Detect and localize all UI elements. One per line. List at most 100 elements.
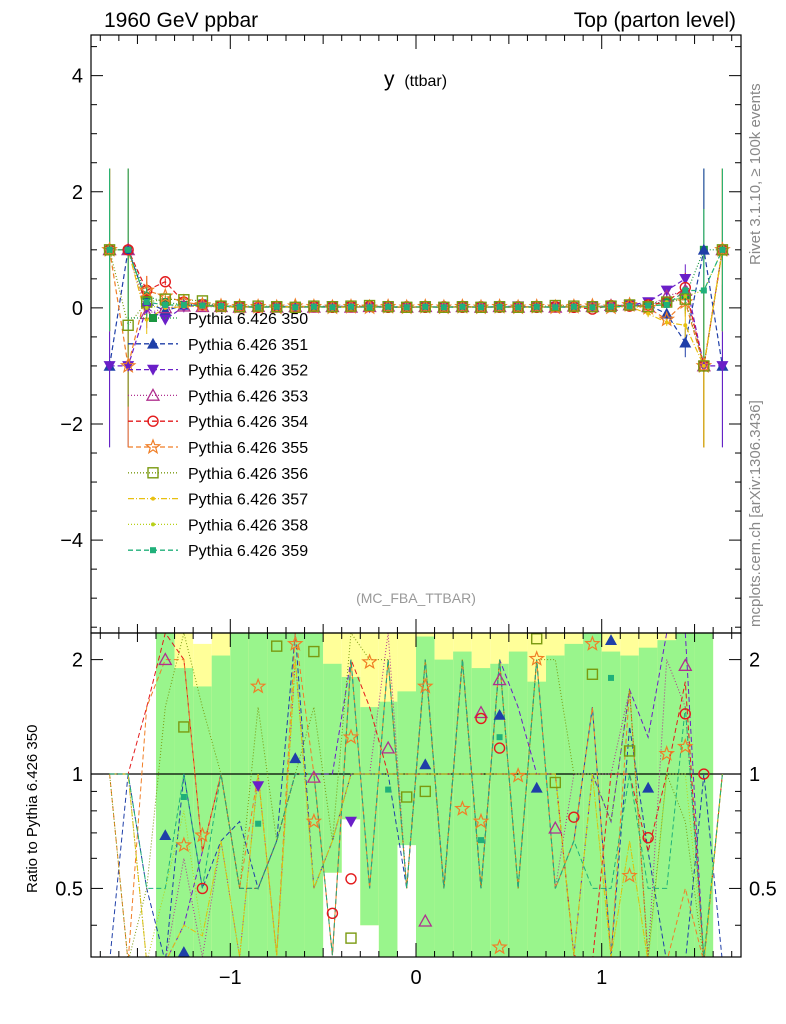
series-9-point <box>218 303 224 310</box>
ratio-point <box>345 816 357 828</box>
x-tick-label: 0 <box>410 967 421 989</box>
ratio-band-green <box>304 633 324 957</box>
ratio-point <box>180 794 187 801</box>
ratio-point <box>642 781 655 793</box>
series-6-point <box>345 300 357 312</box>
ratio-point <box>509 767 527 783</box>
ratio-point <box>416 677 434 694</box>
series-9-point <box>700 287 707 294</box>
series-line-9 <box>109 249 723 308</box>
series-9-point <box>143 299 150 306</box>
series-6-point <box>623 299 636 311</box>
legend-label: Pythia 6.426 355 <box>188 440 308 457</box>
chart-title-sub: (ttbar) <box>404 73 447 90</box>
ratio-point <box>419 758 432 770</box>
ratio-point <box>401 791 413 803</box>
ratio-point <box>493 742 506 754</box>
series-6-point <box>475 301 487 313</box>
ratio-tick-label-left: 2 <box>72 650 83 672</box>
legend-marker <box>151 522 155 527</box>
series-9-point <box>292 304 299 311</box>
ratio-band-green <box>360 707 379 926</box>
ratio-point <box>678 658 693 671</box>
series-9-point <box>478 304 484 311</box>
series-7-point <box>144 317 149 322</box>
legend-label: Pythia 6.426 354 <box>188 414 308 431</box>
ratio-point <box>196 882 209 895</box>
ratio-point <box>676 737 694 754</box>
ratio-point <box>326 907 339 920</box>
y-tick-label: 0 <box>72 298 83 320</box>
ratio-point <box>249 677 267 694</box>
series-7-point <box>701 363 706 368</box>
ratio-point <box>345 873 357 885</box>
ratio-point <box>419 785 431 798</box>
series-2-point <box>103 361 116 372</box>
series-9-point <box>348 303 354 310</box>
ratio-point <box>175 836 193 853</box>
ratio-point <box>496 734 503 741</box>
ratio-band-green <box>601 651 621 957</box>
ratio-point <box>454 800 471 816</box>
ratio-tick-label-right: 2 <box>749 650 760 672</box>
ratio-point <box>491 938 508 955</box>
series-6-point <box>252 300 264 312</box>
ratio-point <box>289 752 302 764</box>
series-9-point <box>403 304 410 311</box>
legend-entry: Pythia 6.426 357 <box>128 492 308 509</box>
series-9-point <box>645 302 652 309</box>
series-6-point <box>698 360 710 372</box>
ratio-point <box>475 712 487 725</box>
series-6-point <box>549 299 561 312</box>
ratio-point <box>605 634 617 645</box>
series-5-point <box>138 281 156 298</box>
ratio-point <box>306 770 321 783</box>
series-9-point <box>552 304 559 311</box>
series-6-point <box>401 301 413 313</box>
series-9-point <box>366 304 373 311</box>
legend-label: Pythia 6.426 356 <box>188 466 308 483</box>
series-6-point <box>531 301 543 313</box>
legend-marker <box>149 314 157 322</box>
legend-marker <box>145 388 161 401</box>
series-7-point <box>683 323 688 328</box>
legend-label: Pythia 6.426 353 <box>188 388 308 405</box>
series-9-point <box>626 303 633 310</box>
series-6-point <box>271 301 283 313</box>
header-left: 1960 GeV ppbar <box>104 9 258 32</box>
series-9-point <box>422 303 429 310</box>
rivet-label: Rivet 3.1.10, ≥ 100k events <box>747 83 764 265</box>
ratio-point <box>679 708 691 720</box>
ratio-point <box>472 812 490 829</box>
legend-label: Pythia 6.426 359 <box>188 543 308 560</box>
ratio-point <box>385 786 392 793</box>
legend-marker <box>144 438 162 455</box>
legend-entry: Pythia 6.426 355 <box>128 438 308 457</box>
ratio-band-green <box>694 633 714 957</box>
series-9-point <box>663 301 670 308</box>
ratio-point <box>178 721 190 733</box>
series-8-point <box>144 305 149 310</box>
series-6-point <box>382 301 394 313</box>
series-9-point <box>608 303 614 310</box>
series-9-point <box>459 303 466 310</box>
series-9-point <box>125 246 132 253</box>
x-tick-label: −1 <box>219 967 242 989</box>
series-4-point <box>159 276 171 288</box>
series-6-point <box>512 301 524 313</box>
ratio-band-green <box>434 659 454 957</box>
legend-entry: Pythia 6.426 356 <box>128 466 308 483</box>
series-9-point <box>255 304 262 311</box>
ratio-band-green <box>453 651 472 957</box>
series-5-point <box>119 357 137 373</box>
chart-title-main: y <box>384 68 395 91</box>
series-9-point <box>310 303 317 310</box>
ratio-point <box>286 635 304 651</box>
legend-marker <box>147 337 159 349</box>
ratio-axis-label: Ratio to Pythia 6.426 350 <box>24 725 41 893</box>
legend-marker <box>147 364 159 376</box>
legend-entry: Pythia 6.426 352 <box>128 363 308 380</box>
ratio-point <box>531 633 543 645</box>
ratio-point <box>361 653 378 670</box>
series-9-point <box>496 303 503 310</box>
